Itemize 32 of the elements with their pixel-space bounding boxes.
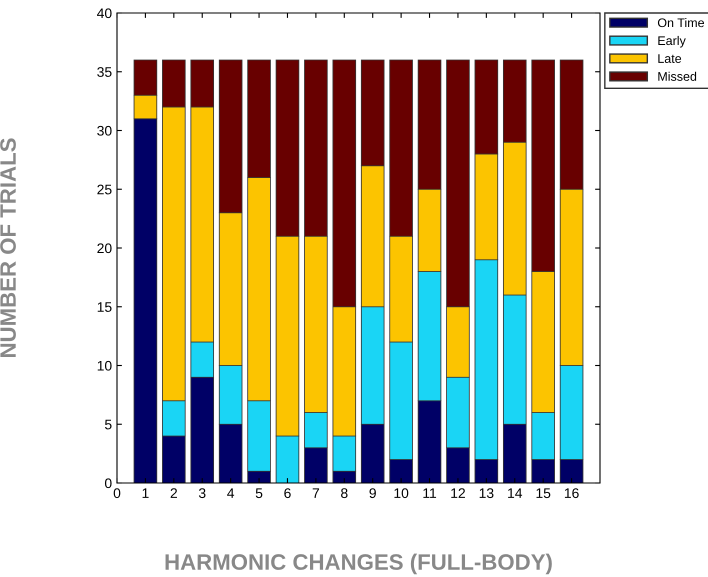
x-tick-label: 10 — [394, 488, 408, 498]
x-tick-label: 14 — [508, 488, 522, 498]
x-tick-label: 11 — [423, 488, 436, 498]
y-tick-label: 10 — [98, 360, 112, 371]
legend-label: Early — [658, 36, 686, 48]
y-tick-label: 30 — [97, 126, 112, 136]
x-tick-label: 8 — [341, 488, 348, 498]
y-tick-label: 25 — [97, 184, 112, 194]
y-tick-label: 15 — [98, 302, 112, 312]
y-tick-label: 40 — [97, 8, 112, 18]
x-tick-label: 16 — [564, 488, 579, 498]
x-tick-label: 0 — [114, 488, 120, 498]
x-tick-label: 9 — [369, 488, 376, 498]
x-axis-title: HARMONIC CHANGES (FULL-BODY) — [166, 554, 552, 574]
x-tick-label: 2 — [170, 488, 177, 498]
x-tick-label: 13 — [480, 488, 494, 498]
x-tick-label: 15 — [536, 488, 550, 498]
x-tick-label: 7 — [312, 488, 320, 498]
y-tick-label: 0 — [104, 478, 112, 488]
y-axis-title: NUMBER OF TRIALS — [0, 138, 16, 357]
x-tick-label: 1 — [142, 488, 149, 498]
x-tick-label: 4 — [227, 488, 234, 498]
y-tick-label: 20 — [97, 243, 112, 254]
x-tick-label: 12 — [451, 488, 465, 498]
y-tick-label: 5 — [104, 420, 112, 430]
x-tick-label: 3 — [198, 488, 206, 498]
y-tick-label: 35 — [97, 67, 112, 77]
legend-label: On Time — [658, 18, 704, 28]
legend-label: Late — [658, 54, 682, 63]
x-tick-label: 5 — [256, 488, 262, 498]
x-tick-label: 6 — [284, 488, 291, 498]
legend-label: Missed — [658, 72, 696, 81]
